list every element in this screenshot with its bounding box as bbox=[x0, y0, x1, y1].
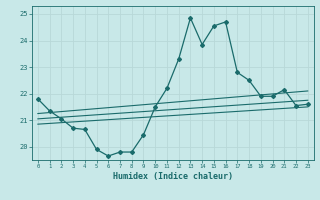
X-axis label: Humidex (Indice chaleur): Humidex (Indice chaleur) bbox=[113, 172, 233, 181]
